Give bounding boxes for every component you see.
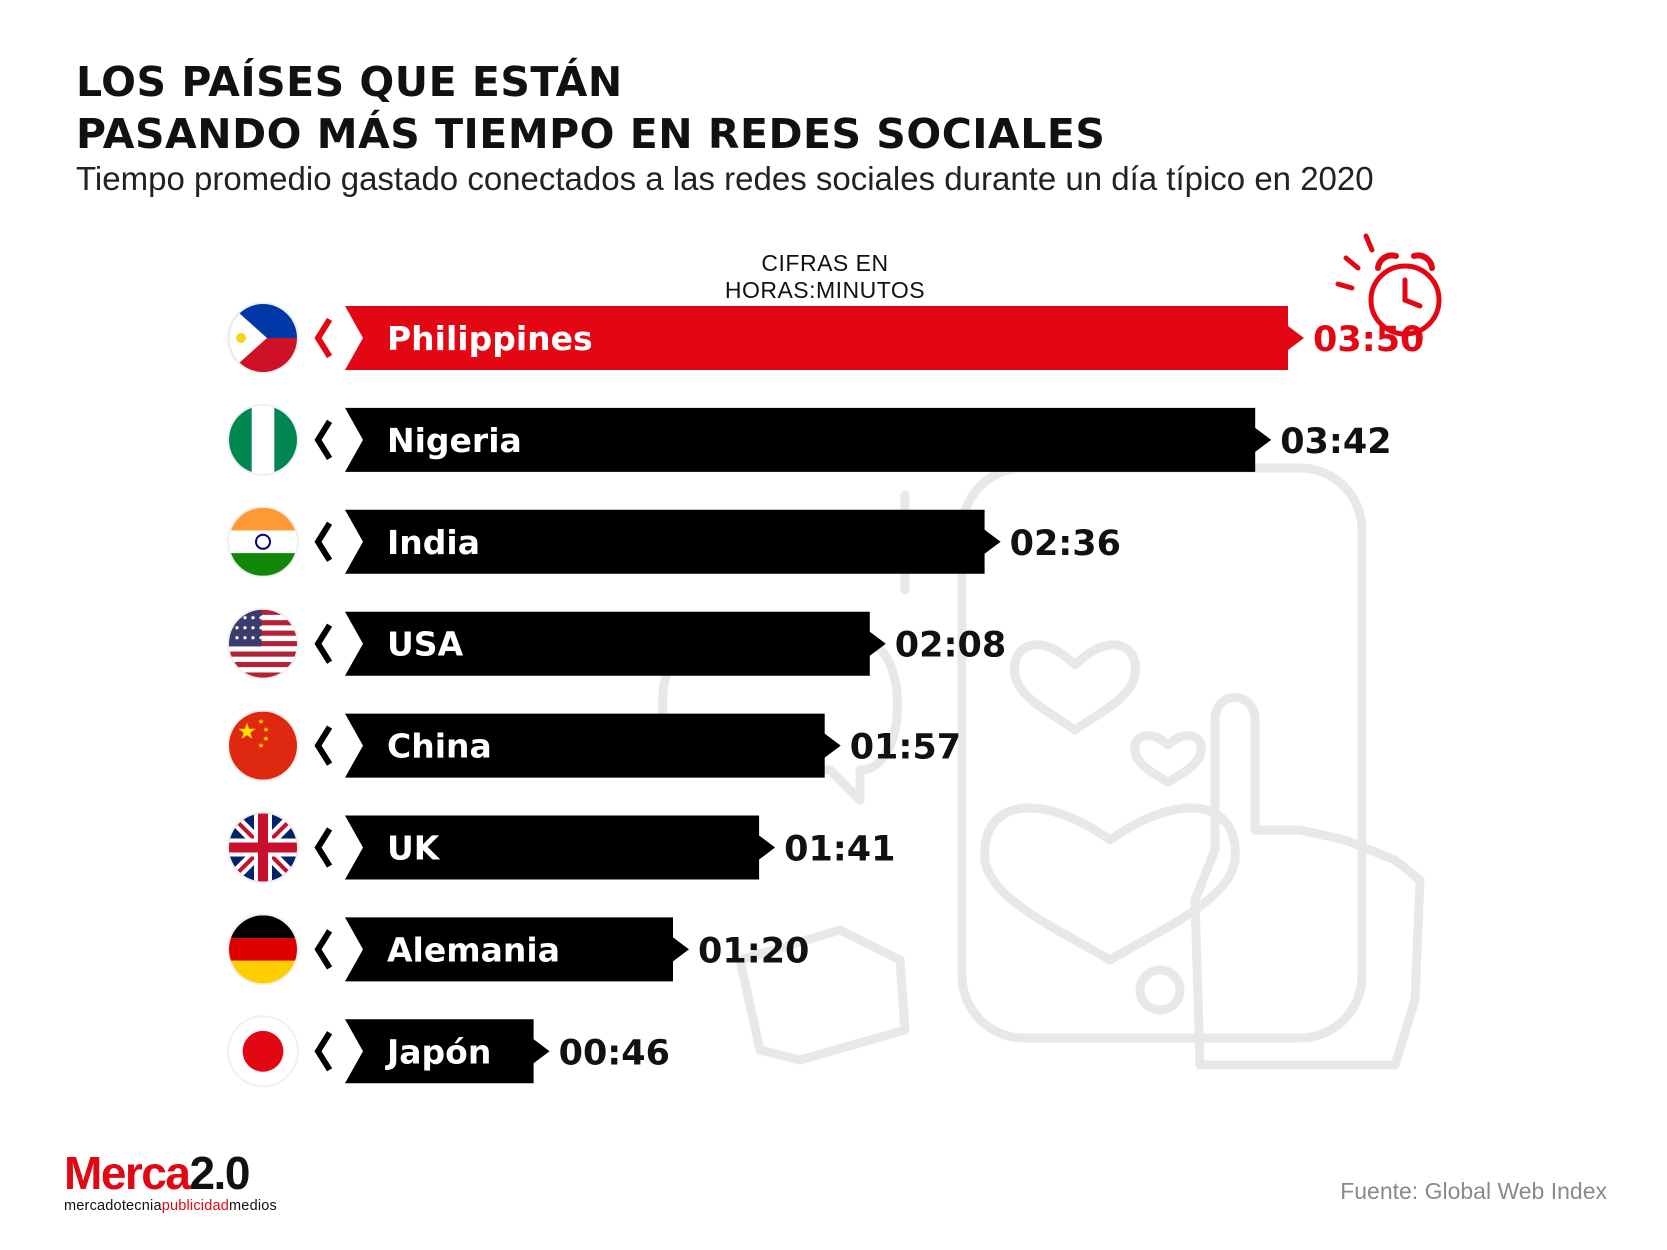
bar-row-india: India 02:36 xyxy=(227,505,1121,578)
flag-uk-icon xyxy=(227,811,299,884)
logo-brand-black: 2.0 xyxy=(189,1147,250,1199)
chevron-left-icon xyxy=(314,419,333,461)
logo-tagline-1: mercadotecnia xyxy=(64,1198,162,1214)
category-label: Japón xyxy=(385,1032,491,1071)
value-label: 00:46 xyxy=(559,1033,670,1073)
merca-logo: Merca2.0 mercadotecniapublicidadmedios xyxy=(64,1150,277,1214)
bar xyxy=(345,509,1001,574)
bar xyxy=(345,815,776,880)
chart-title-line-1: LOS PAÍSES QUE ESTÁN xyxy=(76,58,623,106)
phone-home-button xyxy=(1135,965,1185,1015)
heart-large-icon xyxy=(980,803,1240,965)
bar-row-nigeria: Nigeria 03:42 xyxy=(227,403,1392,476)
logo-tagline: mercadotecniapublicidadmedios xyxy=(64,1198,277,1214)
heart-small-icon xyxy=(1130,731,1206,787)
clock-ring-mark xyxy=(1363,233,1375,253)
flag-china-icon xyxy=(227,709,299,782)
flag-germany-icon xyxy=(227,913,299,986)
units-note: CIFRAS EN HORAS:MINUTOS xyxy=(724,250,926,303)
chevron-left-icon xyxy=(314,521,333,562)
value-label: 01:57 xyxy=(850,728,961,768)
flag-philippines-icon xyxy=(227,302,299,374)
category-label: India xyxy=(387,523,480,562)
value-label: 02:36 xyxy=(1010,524,1121,564)
clock-ring-mark xyxy=(1335,281,1355,291)
chevron-left-icon xyxy=(314,725,333,766)
clock-ring-mark xyxy=(1343,255,1361,271)
thumbs-up-icon xyxy=(735,925,910,1065)
value-label: 01:20 xyxy=(698,931,809,971)
pointing-hand-icon xyxy=(1190,693,1425,1070)
bar xyxy=(345,1019,550,1084)
category-label: Philippines xyxy=(387,319,593,358)
logo-tagline-3: medios xyxy=(229,1198,277,1214)
chevron-left-icon xyxy=(314,623,333,664)
value-label: 01:41 xyxy=(784,830,895,870)
flag-usa-icon xyxy=(227,607,299,680)
bar xyxy=(345,611,886,676)
clock-face xyxy=(1368,263,1442,337)
logo-tagline-2: publicidad xyxy=(161,1198,230,1214)
flag-japan-icon xyxy=(227,1015,299,1088)
value-label: 02:08 xyxy=(895,626,1006,666)
bar-row-alemania: Alemania 01:20 xyxy=(227,913,809,986)
clock-bell-right xyxy=(1411,252,1435,271)
category-label: China xyxy=(387,727,492,766)
source-note: Fuente: Global Web Index xyxy=(1340,1178,1607,1204)
chevron-left-icon xyxy=(314,929,333,970)
chart-subtitle: Tiempo promedio gastado conectados a las… xyxy=(76,160,1374,197)
bar-row-china: China 01:57 xyxy=(227,709,961,782)
category-label: USA xyxy=(387,625,464,664)
logo-wordmark: Merca2.0 xyxy=(64,1150,277,1196)
category-label: Alemania xyxy=(387,930,560,969)
flag-nigeria-icon xyxy=(227,403,299,476)
chart-title-line-2: PASANDO MÁS TIEMPO EN REDES SOCIALES xyxy=(76,110,1106,158)
bar xyxy=(345,306,1304,370)
value-label: 03:50 xyxy=(1313,320,1424,360)
bar xyxy=(345,713,841,778)
chat-bubble-icon xyxy=(658,635,902,805)
clock-bell-left xyxy=(1375,252,1399,271)
heart-medium-icon xyxy=(1009,640,1141,735)
bar xyxy=(345,917,689,982)
background-illustration xyxy=(658,463,1425,1070)
chart-rows: Philippines 03:50 Nigeria 03:42 India 02:36 US… xyxy=(227,302,1424,1088)
value-label: 03:42 xyxy=(1280,422,1391,462)
bar-row-uk: UK 01:41 xyxy=(227,811,896,884)
logo-brand-red: Merca xyxy=(64,1147,191,1199)
chart-title: LOS PAÍSES QUE ESTÁN PASANDO MÁS TIEMPO … xyxy=(76,56,1105,160)
chevron-left-icon xyxy=(314,317,333,359)
flag-india-icon xyxy=(227,505,299,578)
clock-hands xyxy=(1402,277,1423,309)
category-label: Nigeria xyxy=(387,421,522,460)
chevron-left-icon xyxy=(314,827,333,868)
chevron-left-icon xyxy=(314,1031,333,1072)
bar-row-japón: Japón 00:46 xyxy=(227,1015,670,1088)
bar-row-philippines: Philippines 03:50 xyxy=(227,302,1424,374)
category-label: UK xyxy=(387,829,441,868)
bar xyxy=(345,407,1272,472)
bar-row-usa: USA 02:08 xyxy=(227,607,1006,680)
alarm-clock-icon xyxy=(1335,233,1442,337)
